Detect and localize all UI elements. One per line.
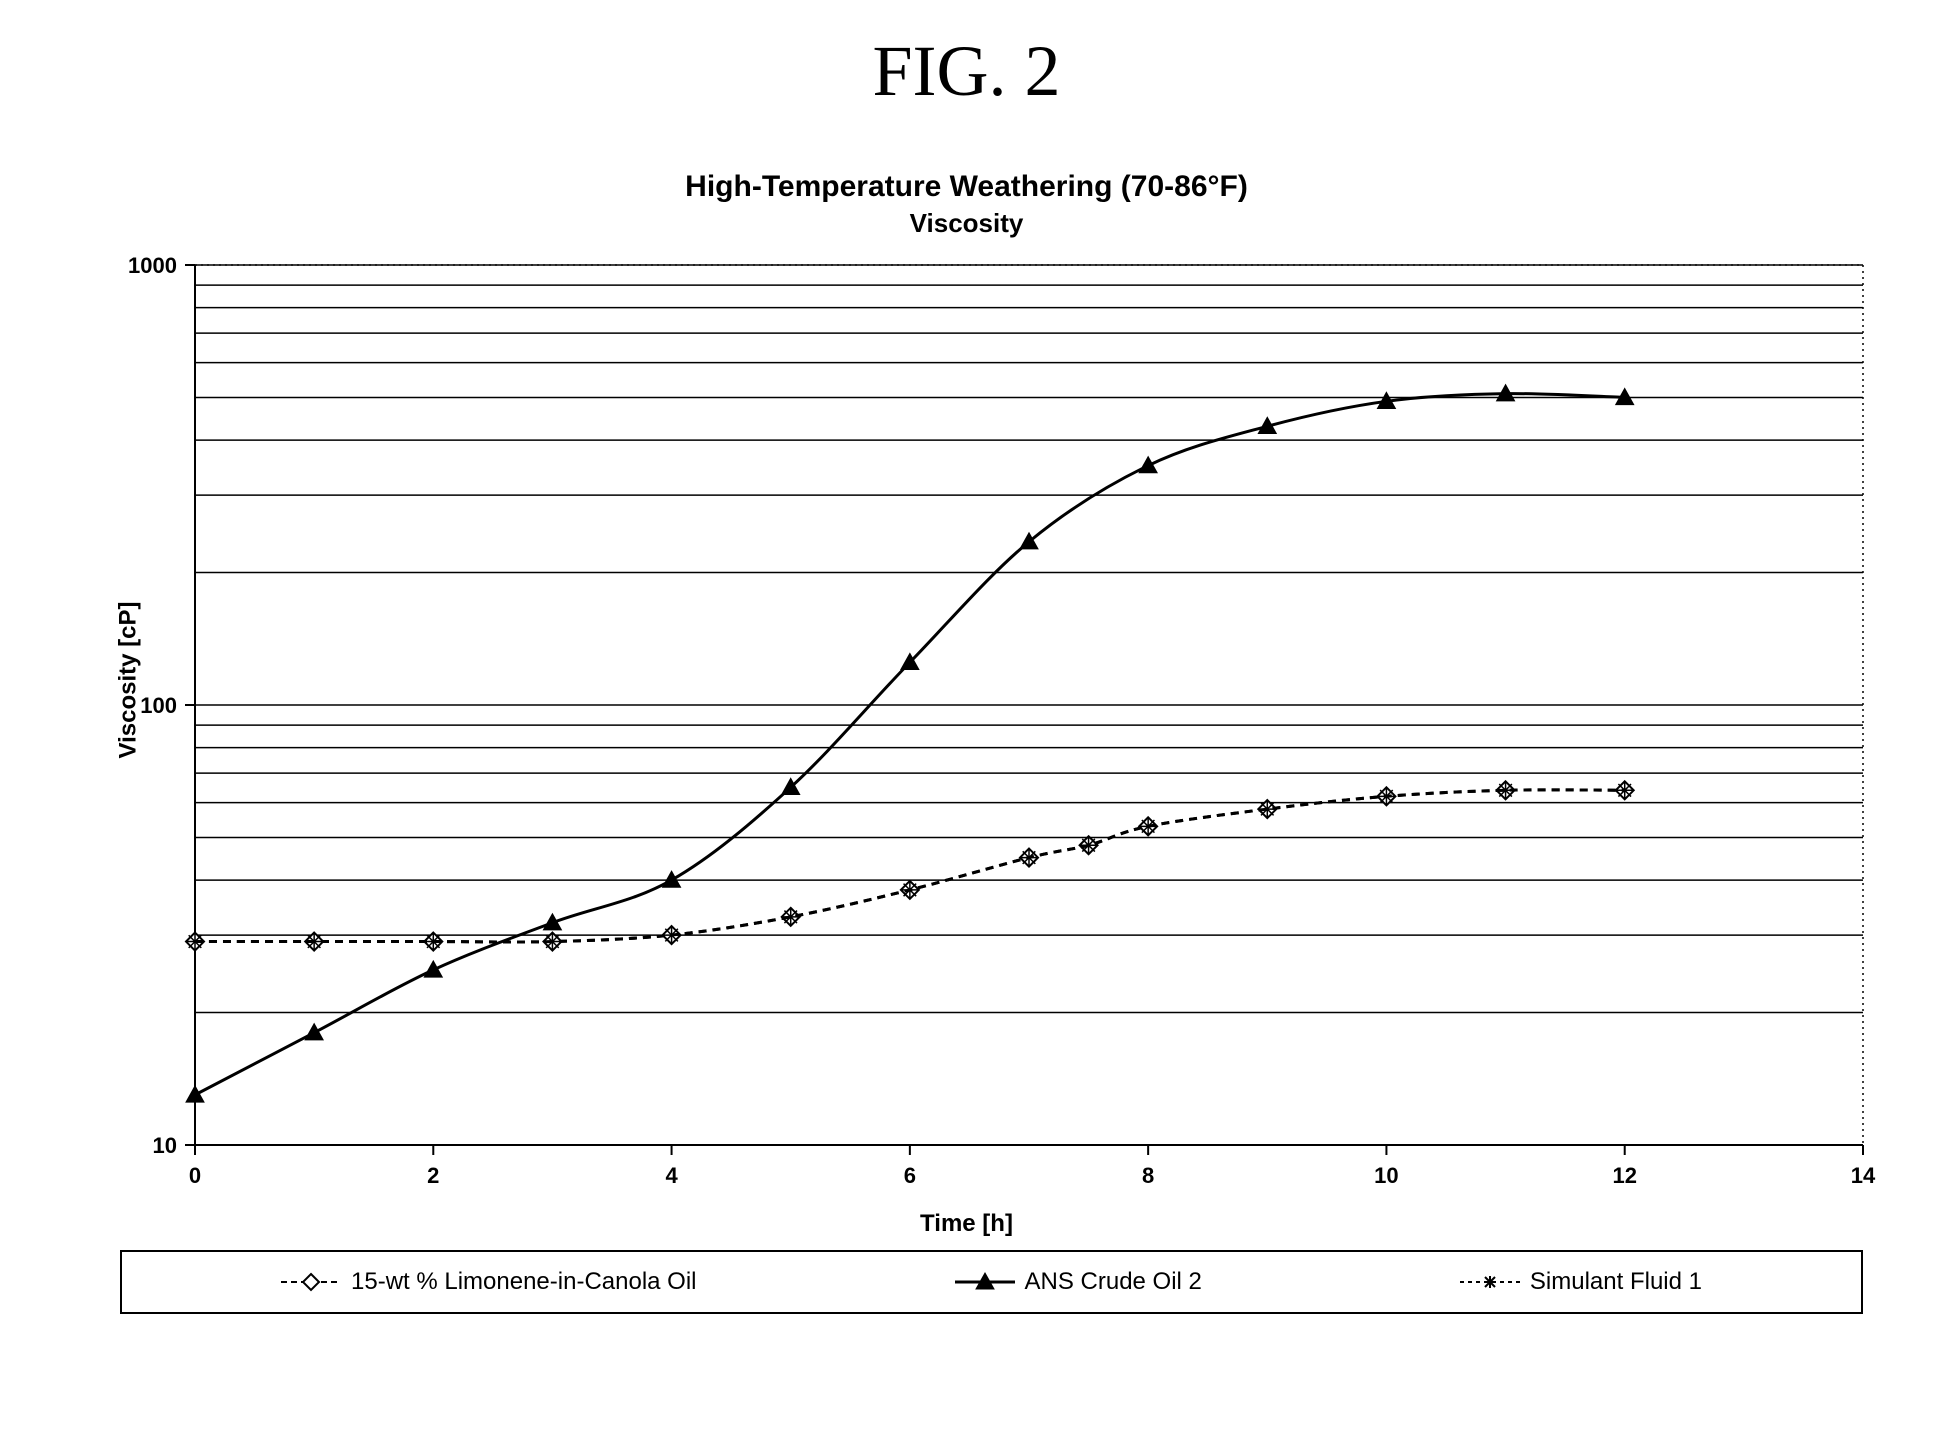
legend-label: ANS Crude Oil 2 [1025, 1268, 1202, 1296]
svg-text:14: 14 [1851, 1163, 1876, 1188]
figure-page: FIG. 2 High-Temperature Weathering (70-8… [0, 0, 1933, 1441]
x-axis-label: Time [h] [0, 1210, 1933, 1238]
legend-label: 15-wt % Limonene-in-Canola Oil [351, 1268, 697, 1296]
svg-text:0: 0 [189, 1163, 201, 1188]
svg-text:6: 6 [904, 1163, 916, 1188]
chart-subtitle: Viscosity [0, 208, 1933, 239]
svg-text:100: 100 [140, 693, 177, 718]
svg-text:4: 4 [665, 1163, 678, 1188]
svg-text:2: 2 [427, 1163, 439, 1188]
chart-plot: 0 2 4 6 8 10 12 14 10 100 1000 [0, 245, 1933, 1245]
svg-text:8: 8 [1142, 1163, 1154, 1188]
svg-text:12: 12 [1612, 1163, 1636, 1188]
legend-box: 15-wt % Limonene-in-Canola Oil ANS Crude… [120, 1250, 1863, 1314]
svg-text:10: 10 [153, 1133, 177, 1158]
chart-title: High-Temperature Weathering (70-86°F) [0, 170, 1933, 204]
legend-item-limonene: 15-wt % Limonene-in-Canola Oil [281, 1268, 697, 1296]
legend-label: Simulant Fluid 1 [1530, 1268, 1702, 1296]
legend-item-simulant: Simulant Fluid 1 [1460, 1268, 1702, 1296]
svg-text:10: 10 [1374, 1163, 1398, 1188]
svg-text:1000: 1000 [128, 253, 177, 278]
figure-caption: FIG. 2 [0, 30, 1933, 113]
legend-item-ans-crude: ANS Crude Oil 2 [955, 1268, 1202, 1296]
